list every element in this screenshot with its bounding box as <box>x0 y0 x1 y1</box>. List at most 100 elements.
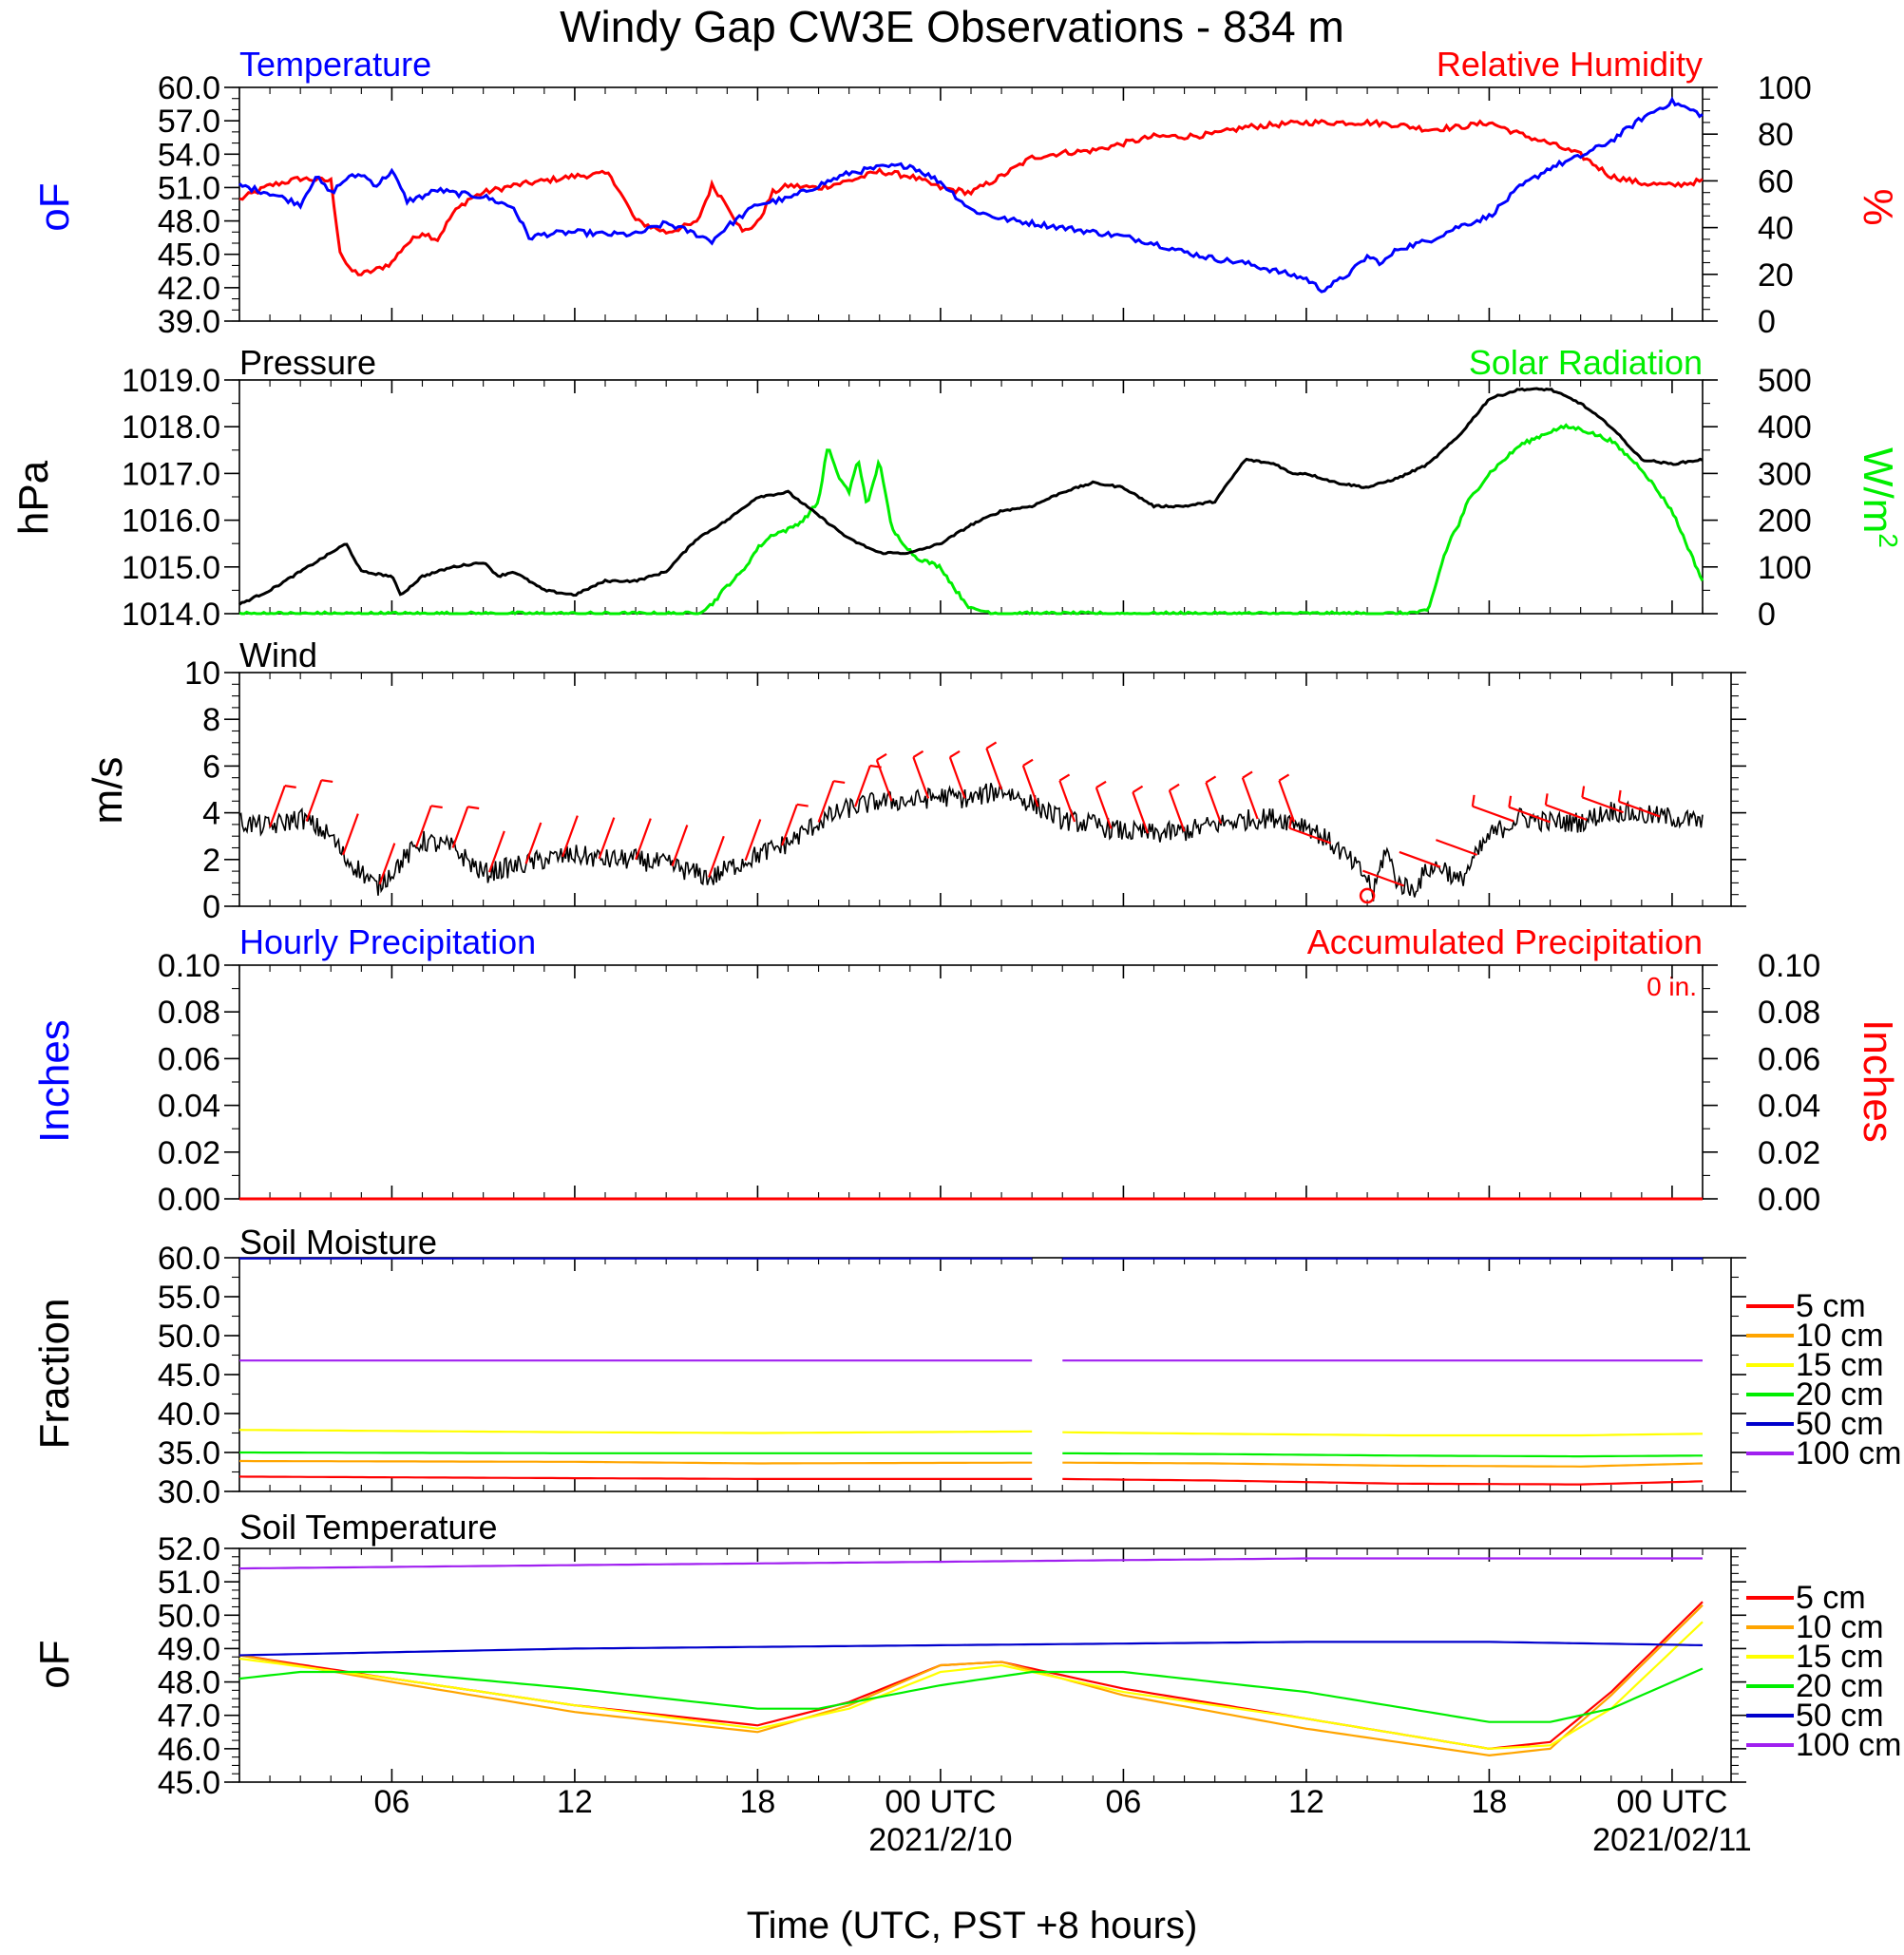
wind-barb <box>562 815 579 858</box>
soil-temperature-line <box>238 1601 1704 1751</box>
temperature-y2-tick-label: 20 <box>1758 257 1794 294</box>
wind-barb-flag <box>833 780 846 785</box>
temperature-y-tick-label: 60.0 <box>158 70 220 106</box>
precip-y2-tick-label: 0.08 <box>1758 995 1820 1031</box>
x-axis-label: Time (UTC, PST +8 hours) <box>747 1905 1198 1946</box>
temperature-y-tick-label: 39.0 <box>158 304 220 340</box>
temperature-unit: oF <box>31 182 78 231</box>
soil_temperature-y-tick-label: 48.0 <box>158 1665 220 1701</box>
soil_temperature-y-tick-label: 51.0 <box>158 1565 220 1601</box>
pressure-y-tick-label: 1019.0 <box>122 363 220 399</box>
wind-barb <box>1581 796 1624 814</box>
wind-barb-flag <box>1132 785 1144 793</box>
temperature-y2-tick-label: 60 <box>1758 163 1794 199</box>
wind-barb-flag <box>1544 793 1549 806</box>
wind-barb <box>875 759 893 802</box>
pressure-y2-tick-label: 0 <box>1758 597 1776 633</box>
temperature-y2-tick-label: 40 <box>1758 211 1794 247</box>
temperature-line <box>238 96 1704 294</box>
solar-unit-base: W/m <box>1855 447 1901 533</box>
wind-barb <box>415 805 432 847</box>
soil_temperature-y-tick-label: 47.0 <box>158 1699 220 1735</box>
panel-temperature: Temperature Relative Humidity oF % 60.05… <box>31 45 1901 340</box>
wind-barb <box>1618 800 1661 818</box>
wind-y-tick-label: 10 <box>184 655 220 692</box>
pressure-y2-tick-label: 500 <box>1758 363 1812 399</box>
pressure-y-tick-label: 1014.0 <box>122 597 220 633</box>
legend-label: 100 cm <box>1796 1727 1902 1763</box>
wind-barb <box>985 748 1003 790</box>
temperature-title: Temperature <box>239 45 431 84</box>
precip-y-tick-label: 0.04 <box>158 1089 220 1125</box>
wind-barb <box>1205 782 1223 825</box>
temperature-y-tick-label: 48.0 <box>158 204 220 240</box>
solar-radiation-unit: W/m2 <box>1855 447 1903 548</box>
soil-moisture-unit: Fraction <box>31 1299 78 1450</box>
soil-moisture-line <box>238 1475 1704 1486</box>
temperature-frame <box>238 86 1704 322</box>
soil_temperature-y-tick-label: 45.0 <box>158 1765 220 1801</box>
soil_temperature-y-tick-label: 52.0 <box>158 1531 220 1567</box>
wind-barb-flag <box>949 750 961 759</box>
wind-barb <box>635 818 652 861</box>
pressure-y2-tick-label: 200 <box>1758 503 1812 540</box>
precip-frame <box>238 964 1704 1200</box>
soil_moisture-y-tick-label: 50.0 <box>158 1319 220 1355</box>
wind-title: Wind <box>239 636 317 674</box>
soil-temperature-line <box>238 1621 1704 1751</box>
wind-barb-flag <box>985 741 998 750</box>
wind-barb <box>708 835 725 878</box>
wind-barb <box>1241 777 1259 820</box>
wind-y-tick-label: 4 <box>202 796 220 832</box>
wind-unit: m/s <box>85 757 131 825</box>
x-tick-label: 12 <box>1288 1784 1324 1820</box>
temperature-y2-tick-label: 0 <box>1758 304 1776 340</box>
wind-barb <box>305 779 323 822</box>
wind-barb <box>451 806 469 848</box>
panel-wind: Wind m/s 10 8 6 4 2 0 <box>85 636 1746 925</box>
relative-humidity-title: Relative Humidity <box>1437 45 1703 84</box>
precip-y-tick-label: 0.06 <box>158 1041 220 1077</box>
wind-barb <box>1472 805 1514 823</box>
pressure-frame <box>238 379 1704 615</box>
temperature-y-tick-label: 54.0 <box>158 137 220 173</box>
pressure-y2-tick-label: 300 <box>1758 456 1812 492</box>
wind-barb <box>269 785 286 827</box>
precip-y-tick-label: 0.08 <box>158 995 220 1031</box>
legend-label: 5 cm <box>1796 1580 1866 1616</box>
wind-barb-flag <box>467 806 480 810</box>
wind-barb <box>1168 789 1186 832</box>
pressure-unit: hPa <box>10 460 57 535</box>
precip-y-tick-label: 0.10 <box>158 948 220 984</box>
wind-barb <box>744 819 762 862</box>
x-tick-label: 00 UTC <box>885 1784 996 1820</box>
x-tick-label: 06 <box>374 1784 410 1820</box>
wind-barb-flag <box>1242 770 1253 779</box>
temperature-y-tick-label: 42.0 <box>158 271 220 307</box>
precip-y2-tick-label: 0.10 <box>1758 948 1820 984</box>
soil_temperature-y-tick-label: 50.0 <box>158 1598 220 1634</box>
temperature-y-tick-label: 51.0 <box>158 170 220 206</box>
soil-temperature-unit: oF <box>31 1640 78 1688</box>
solar-radiation-line <box>238 423 1704 616</box>
panel-precipitation: Hourly Precipitation Accumulated Precipi… <box>31 922 1901 1218</box>
x-tick-label: 18 <box>1472 1784 1508 1820</box>
pressure-line <box>238 387 1704 606</box>
wind-speed-line <box>238 782 1704 902</box>
pressure-y-tick-label: 1016.0 <box>122 503 220 540</box>
pressure-title: Pressure <box>239 343 376 382</box>
wind-barb-flag <box>876 752 887 762</box>
wind-barb-flag <box>430 805 443 809</box>
wind-y-tick-label: 0 <box>202 889 220 925</box>
wind-barb <box>1399 850 1441 868</box>
wind-y-tick-label: 2 <box>202 843 220 879</box>
wind-frame <box>238 672 1732 907</box>
soil-temperature-line <box>238 1604 1704 1757</box>
x-tick-label: 06 <box>1106 1784 1142 1820</box>
soil_temperature-y-tick-label: 49.0 <box>158 1631 220 1667</box>
wind-barb <box>1058 780 1076 823</box>
